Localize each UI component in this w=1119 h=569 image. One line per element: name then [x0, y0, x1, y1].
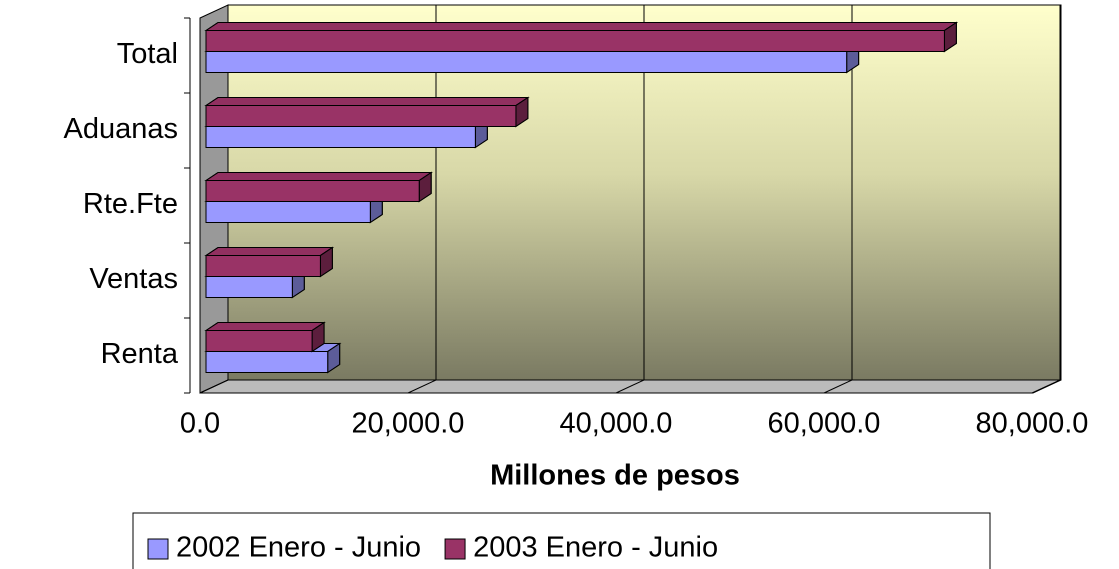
- y-tick-label: Rte.Fte: [83, 188, 178, 220]
- bar: [205, 51, 848, 73]
- grid-line: [615, 379, 645, 394]
- legend: [132, 512, 991, 569]
- legend-label: 2002 Enero - Junio: [176, 532, 421, 564]
- bar-shade: [204, 172, 433, 181]
- y-tick-label: Renta: [101, 338, 179, 370]
- bar: [205, 351, 329, 373]
- bar-shade: [204, 322, 326, 331]
- y-tick-label: Aduanas: [64, 113, 179, 145]
- bar: [205, 180, 420, 202]
- bar-shade: [204, 97, 530, 106]
- grid-line: [199, 379, 229, 394]
- bar-shade: [204, 247, 335, 256]
- x-tick-label: 20,000.0: [352, 408, 465, 440]
- legend-swatch: [444, 538, 466, 560]
- bar: [205, 126, 476, 148]
- bar: [205, 105, 517, 127]
- x-tick-label: 0.0: [180, 408, 220, 440]
- bar: [205, 255, 321, 277]
- bar: [205, 30, 945, 52]
- grid-line: [823, 379, 853, 394]
- x-tick-label: 80,000.0: [976, 408, 1089, 440]
- legend-swatch: [147, 538, 169, 560]
- x-axis-title: Millones de pesos: [490, 460, 740, 492]
- x-tick-label: 40,000.0: [560, 408, 673, 440]
- bar: [205, 201, 371, 223]
- grid-line: [407, 379, 437, 394]
- bar: [205, 276, 293, 298]
- x-tick-label: 60,000.0: [768, 408, 881, 440]
- bar-shade: [204, 22, 959, 31]
- bar: [205, 330, 313, 352]
- y-tick-label: Total: [117, 38, 178, 70]
- grid-line: [1031, 379, 1061, 394]
- legend-label: 2003 Enero - Junio: [473, 532, 718, 564]
- y-tick-label: Ventas: [89, 263, 178, 295]
